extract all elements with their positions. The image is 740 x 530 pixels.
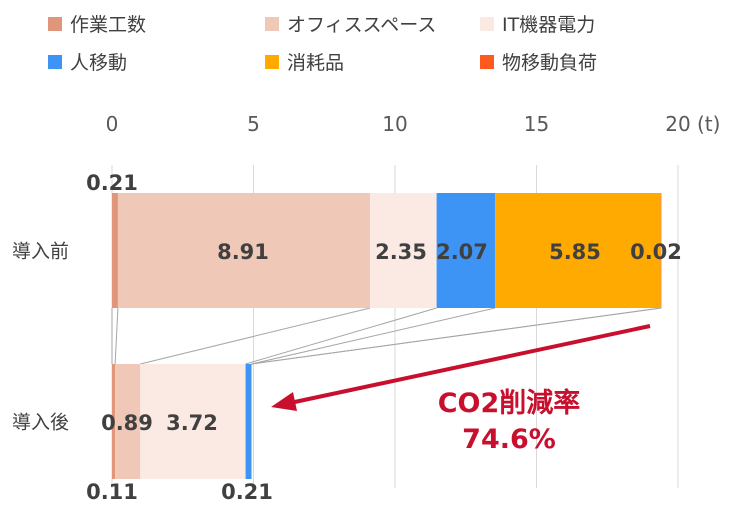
x-tick-label: 5 <box>247 112 260 136</box>
data-label: 3.72 <box>166 411 218 435</box>
category-label: 導入後 <box>12 412 69 434</box>
bar-segment <box>140 364 246 479</box>
x-tick-label: 20 <box>665 112 690 136</box>
bar-segment <box>115 364 141 479</box>
data-label: 0.02 <box>630 240 682 264</box>
annotation-arrowhead <box>271 392 297 411</box>
data-label: 2.35 <box>375 240 427 264</box>
data-labels: 0.21 8.91 2.35 2.07 5.85 0.02 0.11 0.89 3.72 0.21 <box>86 171 682 504</box>
legend-label: IT機器電力 <box>502 14 595 36</box>
data-label: 8.91 <box>217 240 269 264</box>
annotation-arrow-line <box>289 324 651 405</box>
bar-segment <box>245 364 252 479</box>
x-tick-label: 0 <box>106 112 119 136</box>
data-label: 0.89 <box>101 411 153 435</box>
data-label: 5.85 <box>549 240 601 264</box>
x-axis-unit: (t) <box>697 112 720 136</box>
connector-lines <box>111 307 662 365</box>
connector-line <box>245 307 437 365</box>
legend-swatch <box>48 17 62 31</box>
legend-label: 物移動負荷 <box>502 52 597 74</box>
x-tick-label: 10 <box>382 112 407 136</box>
reduction-annotation: CO2削減率 74.6% <box>271 324 651 455</box>
legend-label: オフィススペース <box>287 14 436 36</box>
annotation-title: CO2削減率 <box>438 387 581 419</box>
category-label: 導入前 <box>12 241 69 263</box>
bar-segment <box>112 364 116 479</box>
bars <box>112 193 662 479</box>
x-axis-ticks: 0 5 10 15 20 (t) <box>106 112 721 136</box>
bar-segment <box>495 193 661 308</box>
legend-label: 消耗品 <box>287 52 344 74</box>
data-label: 0.11 <box>86 480 138 504</box>
data-label: 0.21 <box>86 171 138 195</box>
bar-segment <box>370 193 437 308</box>
legend-swatch <box>480 55 494 69</box>
legend-label: 人移動 <box>70 52 127 74</box>
annotation-value: 74.6% <box>462 424 556 455</box>
legend-swatch <box>480 17 494 31</box>
legend-swatch <box>265 17 279 31</box>
legend-label: 作業工数 <box>70 14 146 36</box>
connector-line <box>251 307 496 365</box>
legend-swatch <box>265 55 279 69</box>
data-label: 0.21 <box>221 480 273 504</box>
bar-segment <box>436 193 496 308</box>
bar-segment <box>660 193 662 308</box>
bar-segment <box>117 193 371 308</box>
data-label: 2.07 <box>436 240 488 264</box>
connector-line <box>140 307 371 365</box>
connector-line <box>114 307 119 365</box>
x-tick-label: 15 <box>524 112 549 136</box>
bar-segment <box>112 193 118 308</box>
connector-line <box>251 307 662 365</box>
legend-swatch <box>48 55 62 69</box>
